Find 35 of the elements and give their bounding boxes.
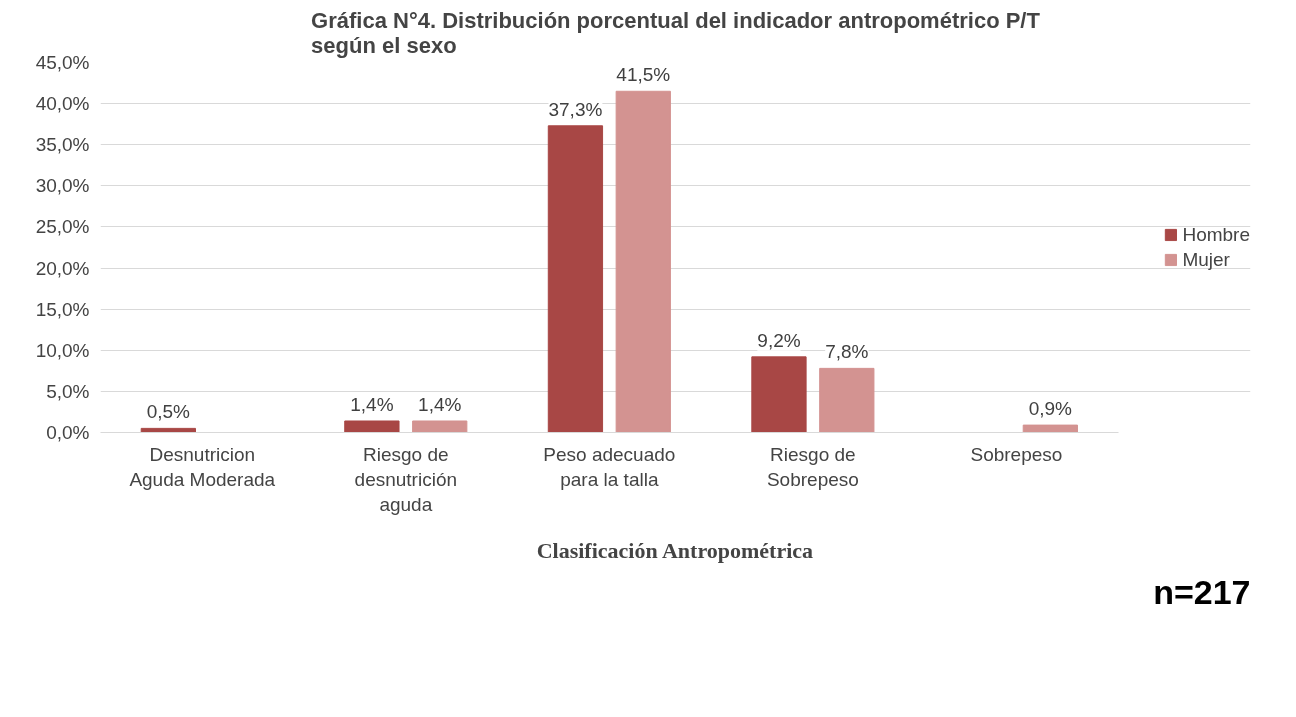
- y-tick-label: 10,0%: [35, 339, 90, 361]
- bar: [751, 356, 807, 433]
- y-tick-label: 40,0%: [35, 93, 90, 115]
- data-label: 0,5%: [146, 401, 191, 423]
- x-tick-label: Sobrepeso: [970, 443, 1063, 465]
- legend-label: Mujer: [1182, 248, 1230, 271]
- y-tick-label: 15,0%: [35, 298, 90, 320]
- data-label: 1,4%: [350, 393, 394, 415]
- y-tick-label: 20,0%: [35, 257, 90, 279]
- bar: [615, 90, 671, 433]
- y-tick-label: 35,0%: [35, 134, 90, 156]
- y-tick-label: 45,0%: [35, 52, 90, 73]
- bar: [344, 420, 400, 433]
- y-tick-label: 30,0%: [35, 175, 90, 197]
- data-label: 7,8%: [825, 341, 869, 363]
- data-label: 0,9%: [1028, 398, 1073, 420]
- text: n=217: [1153, 572, 1251, 611]
- x-tick-label: Riesgo de desnutrición aguda: [354, 443, 458, 515]
- bar: [1022, 424, 1078, 433]
- x-tick-label: Desnutricion Aguda Moderada: [129, 443, 276, 490]
- data-label: 37,3%: [548, 98, 603, 120]
- y-tick-label: 25,0%: [35, 216, 90, 238]
- y-tick-label: 0,0%: [46, 422, 90, 443]
- chart-title: Gráfica N°4. Distribución porcentual del indicador antropométrico P/T según el sexo: [311, 7, 1041, 58]
- legend-label: Hombre: [1182, 223, 1250, 246]
- bar: [819, 367, 875, 433]
- x-axis-title: Clasificación Antropométrica: [536, 537, 814, 563]
- bar: [547, 125, 604, 433]
- x-tick-label: Peso adecuado para la talla: [543, 443, 676, 490]
- data-label: 9,2%: [757, 329, 801, 351]
- data-label: 41,5%: [616, 64, 671, 86]
- data-label: 1,4%: [418, 393, 462, 415]
- x-tick-label: Riesgo de Sobrepeso: [766, 443, 859, 490]
- bar: [412, 420, 468, 433]
- y-tick-label: 5,0%: [46, 380, 90, 402]
